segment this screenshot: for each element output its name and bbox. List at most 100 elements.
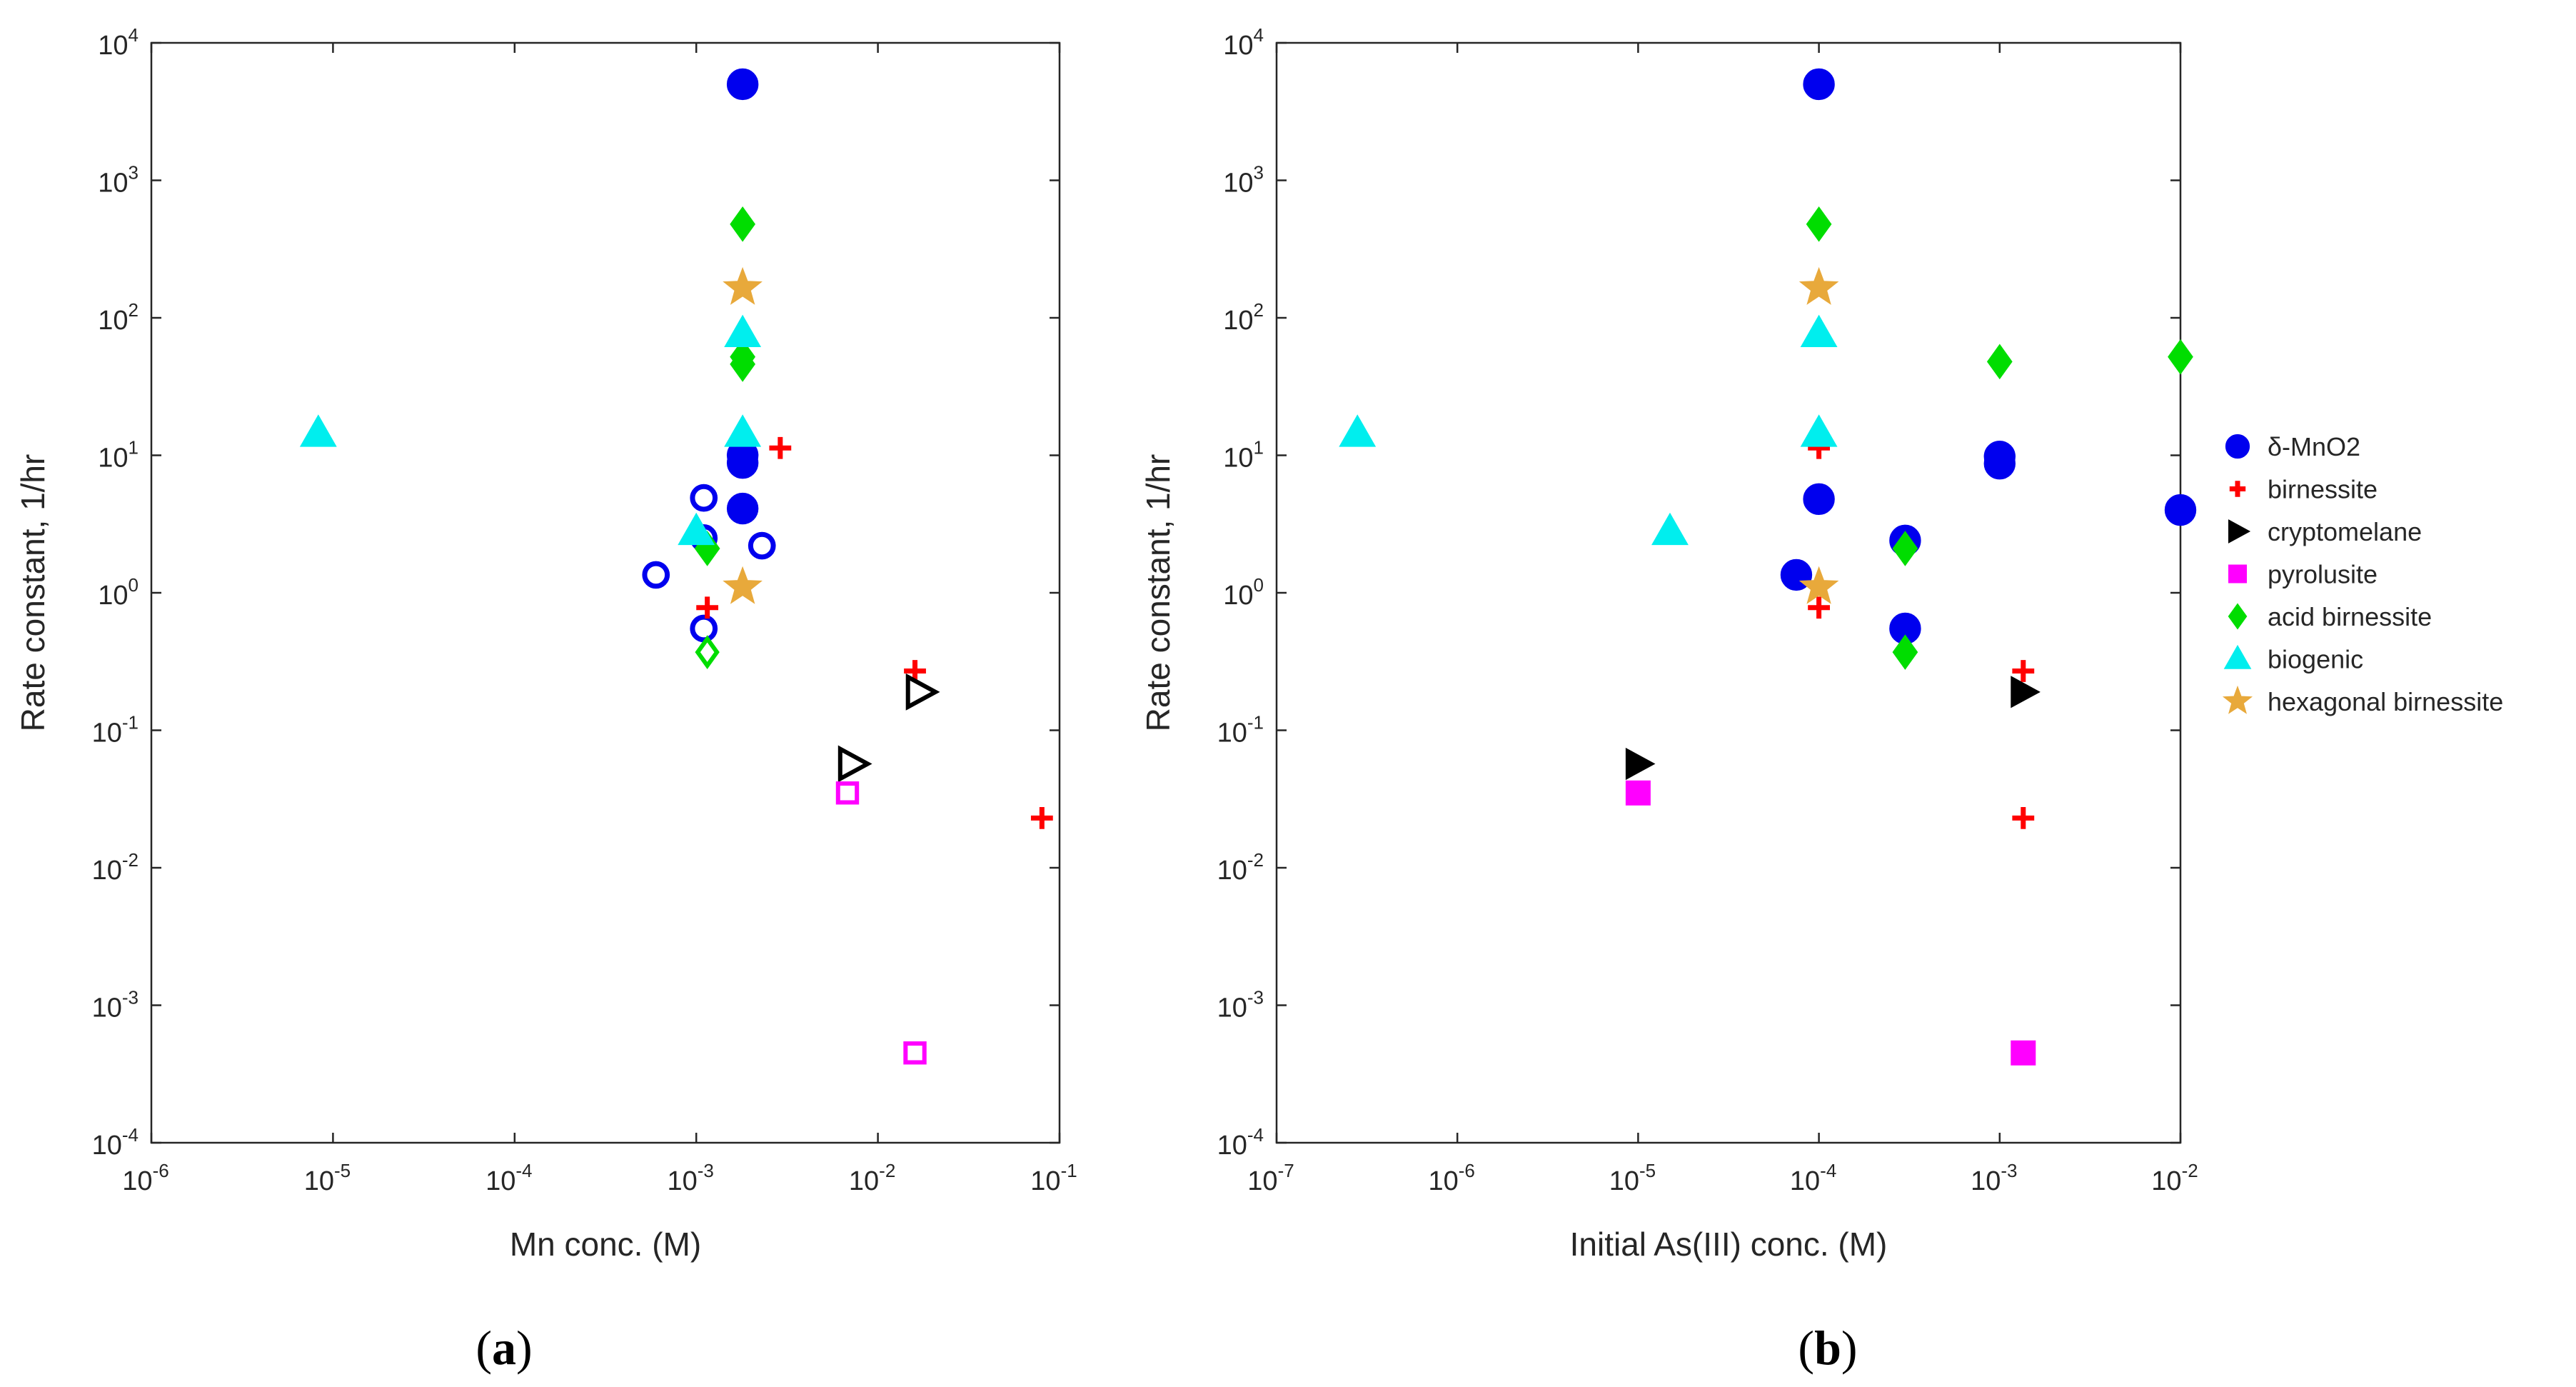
y-tick-label: 103 (98, 162, 139, 199)
data-point (835, 781, 860, 805)
x-axis-label: Mn conc. (M) (510, 1226, 701, 1263)
data-point (642, 561, 670, 589)
x-axis-label: Initial As(III) conc. (M) (1570, 1226, 1888, 1263)
x-tick-label: 10-2 (2151, 1160, 2198, 1196)
legend-marker (2228, 564, 2247, 584)
legend: δ-MnO2 birnessite cryptomelane pyrolusite ac… (2222, 432, 2503, 716)
x-tick-label: 10-3 (667, 1160, 713, 1196)
y-tick-label: 101 (1223, 437, 1264, 474)
data-point (1625, 780, 1651, 806)
data-point (2168, 339, 2193, 375)
y-tick-label: 102 (98, 299, 139, 336)
legend-label: cryptomelane (2268, 517, 2422, 546)
data-point (1798, 566, 1839, 604)
plot-frame (1275, 41, 2182, 1144)
y-tick-label: 104 (98, 24, 139, 61)
data-point (1798, 266, 1839, 305)
data-point (1892, 531, 1918, 566)
data-point (1030, 806, 1053, 829)
data-point (726, 68, 759, 101)
y-tick-label: 10-2 (92, 849, 139, 886)
x-tick-label: 10-1 (1030, 1160, 1077, 1196)
legend-marker (2228, 519, 2251, 544)
data-point (837, 745, 872, 783)
legend-label: pyrolusite (2268, 560, 2378, 589)
legend-label: biogenic (2268, 645, 2363, 674)
y-tick-label: 10-1 (1217, 712, 1264, 748)
data-point (1800, 314, 1838, 348)
x-tick-label: 10-5 (304, 1160, 351, 1196)
data-point (690, 484, 718, 512)
data-point (726, 492, 759, 525)
legend-label: hexagonal birnessite (2268, 687, 2503, 716)
x-tick-label: 10-6 (122, 1160, 168, 1196)
legend-label: δ-MnO2 (2268, 432, 2360, 461)
data-point (723, 566, 763, 604)
y-tick-label: 102 (1223, 299, 1264, 336)
data-point (2012, 806, 2035, 829)
legend-label: acid birnessite (2268, 602, 2432, 631)
plot-frame (150, 41, 1061, 1144)
x-tick-label: 10-3 (1971, 1160, 2017, 1196)
data-point (678, 512, 715, 546)
data-point (1808, 596, 1830, 619)
data-point (299, 414, 337, 447)
data-point (2011, 676, 2041, 708)
y-tick-label: 10-2 (1217, 849, 1264, 886)
legend-marker (2225, 434, 2250, 459)
x-tick-label: 10-7 (1247, 1160, 1294, 1196)
data-point (1651, 512, 1689, 546)
y-tick-label: 100 (98, 574, 139, 611)
legend-marker (2228, 603, 2248, 630)
data-point (730, 206, 756, 242)
data-point (1806, 206, 1832, 242)
y-axis-label: Rate constant, 1/hr (1139, 454, 1177, 732)
y-tick-label: 10-3 (1217, 987, 1264, 1023)
y-axis-label: Rate constant, 1/hr (14, 454, 51, 732)
y-tick-label: 100 (1223, 574, 1264, 611)
x-tick-label: 10-4 (1790, 1160, 1836, 1196)
data-point (1800, 414, 1838, 447)
y-tick-label: 104 (1223, 24, 1264, 61)
data-point (905, 673, 940, 711)
data-point (696, 596, 719, 619)
data-point (724, 314, 762, 348)
data-point (730, 346, 756, 382)
data-point (695, 635, 720, 669)
data-point (769, 436, 792, 459)
data-point (1983, 447, 2016, 480)
data-point (1625, 747, 1656, 781)
data-point (724, 414, 762, 447)
panel-b-axes: 10-7 10-6 10-5 10-4 10-3 10-2 10-4 10-3 10-2 10-1… (1139, 24, 2198, 1263)
data-point (748, 531, 776, 560)
data-point (690, 614, 718, 643)
y-tick-label: 10-1 (92, 712, 139, 748)
legend-marker (2222, 685, 2253, 714)
data-point (903, 1041, 927, 1065)
panel-a-label: (a) (476, 1321, 532, 1375)
data-point (904, 660, 926, 682)
data-point (1986, 344, 2013, 380)
data-point (726, 446, 759, 479)
y-tick-label: 101 (98, 437, 139, 474)
panel-a-axes: 10-6 10-5 10-4 10-3 10-2 10-1 10-4 10-3 10-2 10-1… (14, 24, 1077, 1263)
data-point (1803, 68, 1835, 101)
data-point (1339, 414, 1377, 447)
legend-marker (2223, 644, 2252, 669)
data-point (723, 266, 763, 305)
data-point (2164, 494, 2197, 526)
panel-b-label: (b) (1798, 1321, 1857, 1375)
legend-label: birnessite (2268, 475, 2378, 504)
y-tick-label: 10-4 (92, 1124, 139, 1161)
y-tick-label: 10-3 (92, 987, 139, 1023)
y-tick-label: 10-4 (1217, 1124, 1264, 1161)
data-point (2011, 1040, 2036, 1066)
x-tick-label: 10-4 (485, 1160, 532, 1196)
y-tick-label: 103 (1223, 162, 1264, 199)
x-tick-label: 10-2 (849, 1160, 895, 1196)
legend-marker (2229, 481, 2246, 497)
data-point (1803, 483, 1835, 516)
x-tick-label: 10-6 (1428, 1160, 1474, 1196)
data-point (1892, 634, 1918, 670)
